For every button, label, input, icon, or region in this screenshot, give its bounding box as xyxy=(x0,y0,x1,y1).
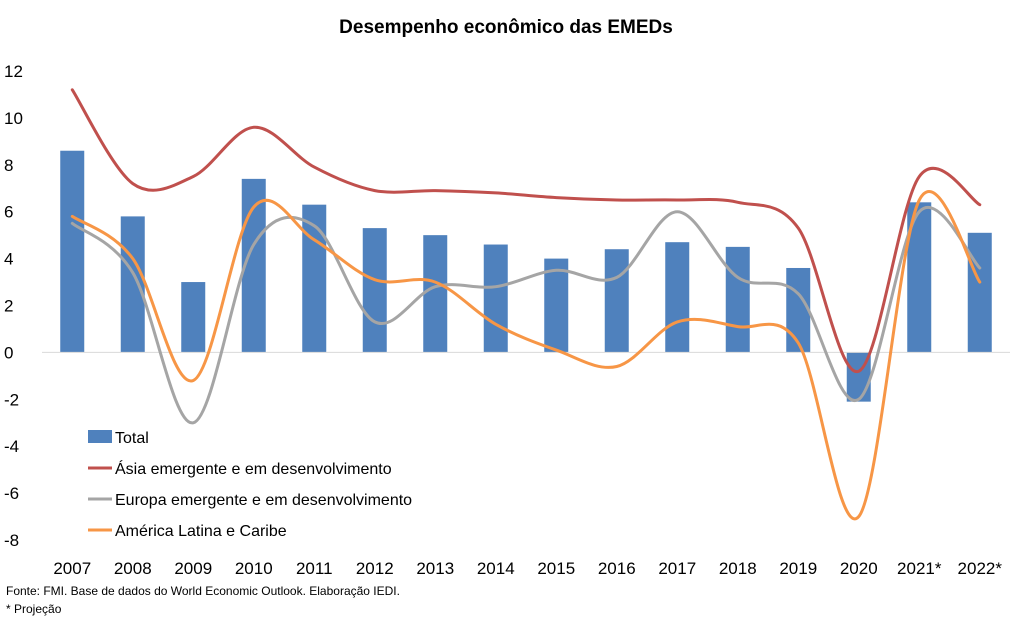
line-series xyxy=(70,88,982,521)
x-tick-label: 2019 xyxy=(779,559,817,578)
bar xyxy=(483,244,508,353)
y-tick-label: -2 xyxy=(4,390,19,409)
x-tick-label: 2018 xyxy=(719,559,757,578)
bar xyxy=(362,228,387,353)
line-latam xyxy=(70,190,982,521)
y-tick-label: 4 xyxy=(4,250,13,269)
source-note: Fonte: FMI. Base de dados do World Econo… xyxy=(6,584,400,598)
y-tick-label: 0 xyxy=(4,343,13,362)
y-tick-label: -8 xyxy=(4,531,19,550)
bar xyxy=(665,242,690,353)
line-asia xyxy=(70,88,982,373)
bar xyxy=(60,150,85,353)
y-axis: 12 10 8 6 4 2 0 -2 -4 -6 -8 xyxy=(4,62,23,550)
legend-swatch xyxy=(88,430,112,443)
bar xyxy=(544,258,569,353)
bar xyxy=(181,282,206,353)
y-tick-label: 6 xyxy=(4,203,13,222)
y-tick-label: -6 xyxy=(4,484,19,503)
x-tick-label: 2017 xyxy=(658,559,696,578)
line-europe xyxy=(70,206,982,425)
bar-series xyxy=(60,150,992,402)
x-axis: 2007 2008 2009 2010 2011 2012 2013 2014 2015 2016… xyxy=(53,559,1002,578)
bar xyxy=(302,204,327,353)
bar xyxy=(786,267,811,353)
bar xyxy=(967,232,992,353)
legend-label: Total xyxy=(115,430,149,447)
x-tick-label: 2010 xyxy=(235,559,273,578)
legend: Total Ásia emergente e em desenvolvimento… xyxy=(88,430,412,540)
x-tick-label: 2011 xyxy=(296,559,333,578)
chart-title: Desempenho econômico das EMEDs xyxy=(339,17,673,38)
x-tick-label: 2015 xyxy=(537,559,575,578)
bar xyxy=(604,249,629,353)
y-tick-label: 10 xyxy=(4,109,23,128)
x-tick-label: 2012 xyxy=(356,559,394,578)
bar xyxy=(120,216,145,353)
y-tick-label: 8 xyxy=(4,156,13,175)
x-tick-label: 2007 xyxy=(53,559,91,578)
bar xyxy=(423,235,448,353)
x-tick-label: 2014 xyxy=(477,559,515,578)
x-tick-label: 2009 xyxy=(174,559,212,578)
y-tick-label: 12 xyxy=(4,62,23,81)
projection-note: * Projeção xyxy=(6,602,62,616)
x-tick-label: 2008 xyxy=(114,559,152,578)
legend-label: Europa emergente e em desenvolvimento xyxy=(115,492,412,509)
x-tick-label: 2022* xyxy=(958,559,1003,578)
legend-label: Ásia emergente e em desenvolvimento xyxy=(115,459,392,478)
x-tick-label: 2021* xyxy=(897,559,942,578)
x-tick-label: 2013 xyxy=(416,559,454,578)
x-tick-label: 2020 xyxy=(840,559,878,578)
y-tick-label: 2 xyxy=(4,297,13,316)
x-tick-label: 2016 xyxy=(598,559,636,578)
y-tick-label: -4 xyxy=(4,437,19,456)
legend-label: América Latina e Caribe xyxy=(115,523,287,540)
bar xyxy=(725,246,750,353)
